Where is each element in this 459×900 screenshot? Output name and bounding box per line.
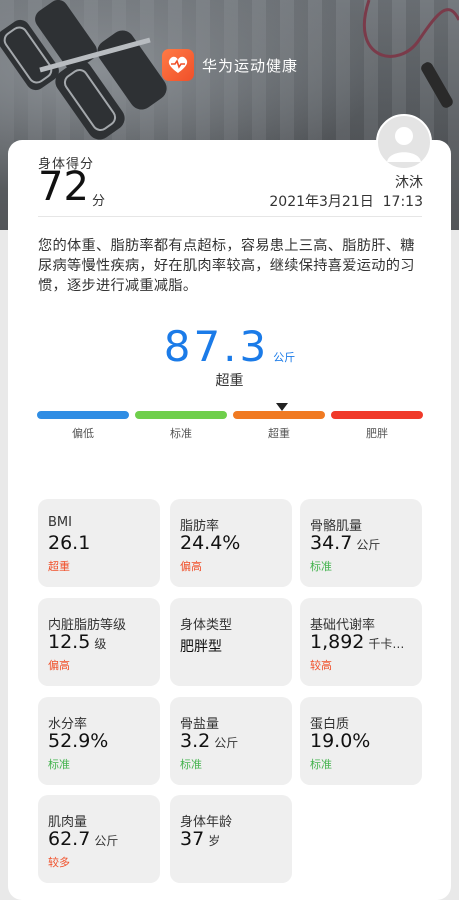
- metric-label: BMI: [48, 515, 72, 530]
- app-brand: 华为运动健康: [162, 48, 298, 82]
- metric-status: 标准: [48, 758, 70, 771]
- metric-label: 骨盐量: [180, 717, 220, 732]
- metric-tile-muscle-mass[interactable]: 肌肉量 62.7 公斤 较多: [38, 795, 160, 883]
- scale-segment-low: [37, 411, 129, 419]
- metric-status: 标准: [310, 560, 332, 573]
- metric-label: 肌肉量: [48, 815, 88, 830]
- weight-unit: 公斤: [273, 351, 296, 364]
- metric-status: 偏高: [180, 560, 202, 573]
- user-name: 沐沐: [395, 175, 423, 191]
- metric-label: 水分率: [48, 717, 88, 732]
- metric-value: 3.2 公斤: [180, 730, 239, 752]
- weight-value: 87.3: [163, 322, 270, 371]
- metric-value: 26.1: [48, 532, 91, 554]
- metric-tile-bmi[interactable]: BMI 26.1 超重: [38, 499, 160, 587]
- metric-status: 超重: [48, 560, 70, 573]
- measure-datetime: 2021年3月21日 17:13: [269, 191, 423, 211]
- scale-label-normal: 标准: [170, 427, 192, 440]
- scale-segment-overweight: [233, 411, 325, 419]
- metric-status: 较多: [48, 856, 70, 869]
- metric-tile-visceral-fat[interactable]: 内脏脂肪等级 12.5 级 偏高: [38, 598, 160, 686]
- metric-tile-bone-mineral[interactable]: 骨盐量 3.2 公斤 标准: [170, 697, 292, 785]
- metric-value: 37 岁: [180, 828, 221, 850]
- divider: [38, 216, 422, 217]
- measure-time: 17:13: [382, 194, 423, 210]
- scale-segment-normal: [135, 411, 227, 419]
- metric-tile-protein[interactable]: 蛋白质 19.0% 标准: [300, 697, 422, 785]
- metric-tile-body-age[interactable]: 身体年龄 37 岁: [170, 795, 292, 883]
- health-summary: 您的体重、脂肪率都有点超标，容易患上三高、脂肪肝、糖尿病等慢性疾病，好在肌肉率较…: [38, 238, 415, 294]
- metric-tile-body-fat[interactable]: 脂肪率 24.4% 偏高: [170, 499, 292, 587]
- scale-segment-obese: [331, 411, 423, 419]
- metric-value: 24.4%: [180, 532, 241, 554]
- metric-status: 标准: [310, 758, 332, 771]
- metric-tile-skeletal-muscle[interactable]: 骨骼肌量 34.7 公斤 标准: [300, 499, 422, 587]
- metric-label: 身体类型: [180, 618, 233, 633]
- scale-label-low: 偏低: [72, 427, 94, 440]
- metric-value: 52.9%: [48, 730, 109, 752]
- metric-value: 肥胖型: [180, 639, 222, 655]
- measure-date: 2021年3月21日: [269, 194, 374, 210]
- metric-status: 标准: [180, 758, 202, 771]
- heart-icon: [162, 49, 194, 81]
- metric-value: 12.5 级: [48, 631, 107, 653]
- metric-value: 1,892 千卡…: [310, 631, 405, 653]
- metric-value: 19.0%: [310, 730, 371, 752]
- app-name: 华为运动健康: [202, 56, 299, 75]
- user-avatar-icon[interactable]: [376, 114, 432, 170]
- metric-value: 62.7 公斤: [48, 828, 119, 850]
- metric-label: 骨骼肌量: [310, 519, 363, 534]
- metric-status: 较高: [310, 659, 332, 672]
- metric-label: 内脏脂肪等级: [48, 618, 127, 633]
- metric-label: 身体年龄: [180, 815, 233, 830]
- weight-scale-bar: [37, 411, 423, 419]
- score-value: 72: [38, 164, 89, 210]
- scale-label-obese: 肥胖: [366, 427, 388, 440]
- metric-tile-body-type[interactable]: 身体类型 肥胖型: [170, 598, 292, 686]
- weight-status: 超重: [215, 373, 244, 389]
- metric-tile-bmr[interactable]: 基础代谢率 1,892 千卡… 较高: [300, 598, 422, 686]
- metric-label: 脂肪率: [180, 519, 220, 534]
- metric-status: 偏高: [48, 659, 70, 672]
- metric-label: 蛋白质: [310, 717, 350, 732]
- scale-pointer-icon: [276, 403, 288, 411]
- score-unit: 分: [92, 194, 106, 209]
- metric-label: 基础代谢率: [310, 618, 376, 633]
- jump-rope-image: [362, 0, 459, 108]
- scale-label-overweight: 超重: [268, 427, 290, 440]
- weight-display: 87.3 公斤: [0, 322, 459, 371]
- metric-tile-water[interactable]: 水分率 52.9% 标准: [38, 697, 160, 785]
- metric-value: 34.7 公斤: [310, 532, 381, 554]
- score-label: 身体得分: [38, 157, 95, 172]
- dumbbell-image: [0, 0, 167, 140]
